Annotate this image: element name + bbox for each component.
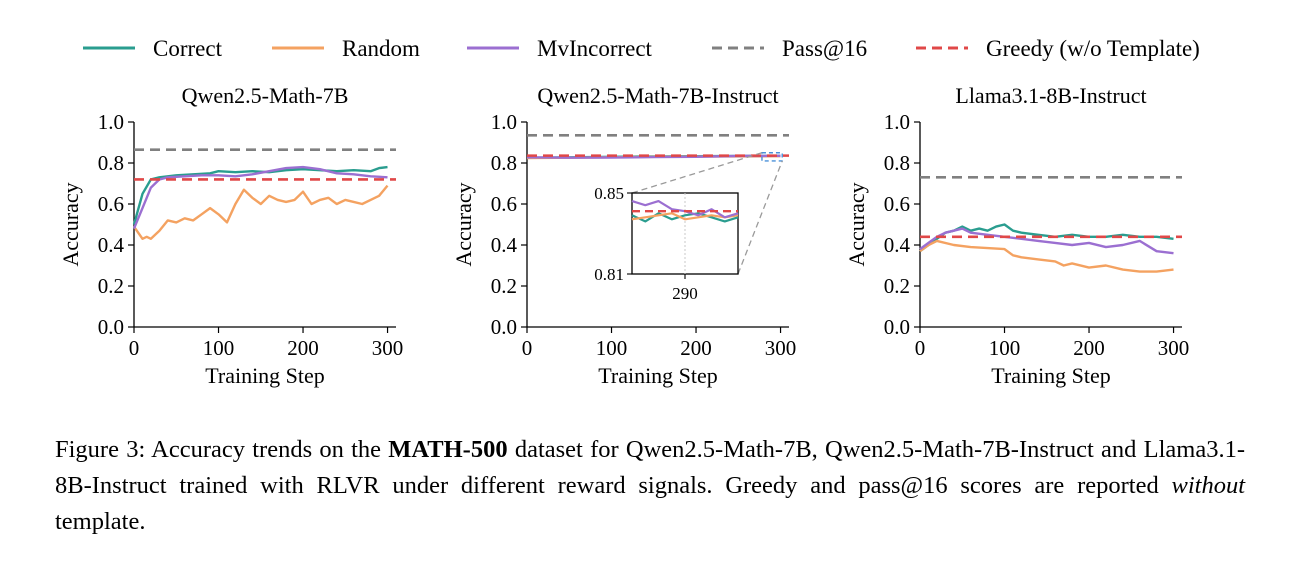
x-tick-label: 0 bbox=[915, 336, 926, 360]
chart-title: Qwen2.5-Math-7B bbox=[182, 83, 349, 108]
x-tick-label: 0 bbox=[522, 336, 533, 360]
caption-middle: dataset for Qwen2.5-Math-7B, Qwen2.5-Mat… bbox=[55, 436, 1246, 499]
legend-label: Random bbox=[342, 36, 420, 61]
y-tick-label: 0.6 bbox=[491, 192, 517, 216]
legend-item-pass-16: Pass@16 bbox=[712, 36, 867, 61]
legend-label: Greedy (w/o Template) bbox=[986, 36, 1200, 61]
chart-panel-qwen2-5-math-7b: Qwen2.5-Math-7B 0.0 0.2 0.4 0.6 0.8 1.0 0 100 200… bbox=[58, 83, 403, 388]
legend-item-random: Random bbox=[272, 36, 420, 61]
chart-panel-qwen2-5-math-7b-instruct: Qwen2.5-Math-7B-Instruct0.00.20.40.60.81… bbox=[451, 83, 796, 388]
chart-panel-llama3-1-8b-instruct: Llama3.1-8B-Instruct 0.0 0.2 0.4 0.6 0.8 1.0 0 1… bbox=[844, 83, 1189, 388]
x-tick-label: 300 bbox=[372, 336, 404, 360]
inset-series-line-random bbox=[631, 212, 739, 221]
series-line-random bbox=[919, 239, 1174, 273]
y-tick-label: 1.0 bbox=[98, 110, 124, 134]
legend-label: Correct bbox=[153, 36, 223, 61]
caption-italic: without bbox=[1171, 472, 1245, 499]
x-tick-label: 0 bbox=[129, 336, 140, 360]
y-tick-label: 0.8 bbox=[491, 151, 517, 175]
y-tick-label: 1.0 bbox=[491, 110, 517, 134]
y-axis-label: Accuracy bbox=[58, 182, 83, 266]
caption-prefix: Figure 3: Accuracy trends on the bbox=[55, 436, 389, 463]
y-tick-label: 1.0 bbox=[884, 110, 910, 134]
y-tick-label: 0.2 bbox=[884, 274, 910, 298]
figure-canvas: Correct Random MvIncorrect Pass@16 Greedy (w… bbox=[58, 36, 1200, 388]
y-axis-label: Accuracy bbox=[451, 182, 476, 266]
y-tick-label: 0.8 bbox=[884, 151, 910, 175]
inset-zoom: 290 0.81 0.85 bbox=[594, 152, 783, 303]
inset-y-tick-label: 0.85 bbox=[594, 184, 624, 203]
chart-title: Llama3.1-8B-Instruct bbox=[955, 83, 1146, 108]
legend: Correct Random MvIncorrect Pass@16 Greedy (w… bbox=[83, 36, 1200, 61]
chart-panels: Qwen2.5-Math-7B 0.0 0.2 0.4 0.6 0.8 1.0 0 100 200… bbox=[58, 83, 1189, 388]
legend-item-mvincorrect: MvIncorrect bbox=[467, 36, 653, 61]
zoom-region bbox=[761, 152, 783, 162]
y-tick-label: 0.0 bbox=[491, 315, 517, 339]
x-axis-label: Training Step bbox=[598, 363, 718, 388]
y-tick-label: 0.4 bbox=[491, 233, 518, 257]
caption-bold: MATH-500 bbox=[388, 436, 508, 463]
x-tick-label: 200 bbox=[287, 336, 319, 360]
inset-x-tick-label: 290 bbox=[672, 284, 698, 303]
y-tick-label: 0.2 bbox=[98, 274, 124, 298]
series-line-correct bbox=[132, 165, 388, 225]
y-axis-label: Accuracy bbox=[844, 182, 869, 266]
zoom-connector bbox=[631, 152, 763, 194]
x-axis-label: Training Step bbox=[205, 363, 325, 388]
y-tick-label: 0.0 bbox=[884, 315, 910, 339]
y-tick-label: 0.6 bbox=[884, 192, 910, 216]
legend-item-correct: Correct bbox=[83, 36, 223, 61]
x-tick-label: 200 bbox=[1073, 336, 1105, 360]
caption-suffix: template. bbox=[55, 508, 146, 535]
legend-label: MvIncorrect bbox=[537, 36, 653, 61]
x-tick-label: 300 bbox=[765, 336, 797, 360]
x-axis-label: Training Step bbox=[991, 363, 1111, 388]
y-tick-label: 0.2 bbox=[491, 274, 517, 298]
y-tick-label: 0.0 bbox=[98, 315, 124, 339]
figure-caption: Figure 3: Accuracy trends on the MATH-50… bbox=[55, 432, 1245, 540]
series-line-mvincorrect bbox=[132, 165, 388, 230]
y-tick-label: 0.6 bbox=[98, 192, 124, 216]
inset-y-tick-label: 0.81 bbox=[594, 265, 624, 284]
y-tick-label: 0.4 bbox=[98, 233, 125, 257]
x-tick-label: 100 bbox=[989, 336, 1021, 360]
series-line-mvincorrect bbox=[919, 227, 1174, 255]
x-tick-label: 100 bbox=[596, 336, 628, 360]
inset-series-line-correct bbox=[631, 212, 739, 223]
zoom-connector bbox=[737, 160, 783, 275]
legend-label: Pass@16 bbox=[782, 36, 867, 61]
x-tick-label: 100 bbox=[203, 336, 235, 360]
x-tick-label: 200 bbox=[680, 336, 712, 360]
x-tick-label: 300 bbox=[1158, 336, 1190, 360]
series-line-random bbox=[133, 184, 389, 241]
chart-title: Qwen2.5-Math-7B-Instruct bbox=[537, 83, 778, 108]
y-tick-label: 0.8 bbox=[98, 151, 124, 175]
legend-item-greedy-w-o-template: Greedy (w/o Template) bbox=[916, 36, 1200, 61]
y-tick-label: 0.4 bbox=[884, 233, 911, 257]
